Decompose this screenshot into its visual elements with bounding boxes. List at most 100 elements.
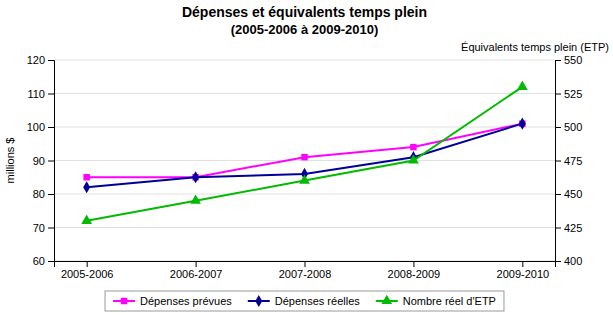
grid-line xyxy=(54,194,555,195)
tick: 550 xyxy=(555,54,582,66)
grid-line xyxy=(54,227,555,228)
tick: 2008-2009 xyxy=(388,261,441,280)
tick-mark xyxy=(305,261,306,267)
tick-label: 2005-2006 xyxy=(61,268,114,280)
series-line xyxy=(87,87,523,221)
tick: 2009-2010 xyxy=(497,261,550,280)
point xyxy=(190,194,201,203)
legend-box xyxy=(105,291,504,311)
title: Dépenses et équivalents temps plein xyxy=(182,4,427,20)
tick: 80 xyxy=(33,188,54,200)
plot-area: 2005-2006 2006-2007 2007-2008 2008-2009 2009… xyxy=(27,54,583,280)
tick-label: 400 xyxy=(564,255,582,267)
tick-label: 525 xyxy=(564,88,582,100)
grid-line xyxy=(54,60,555,61)
tick: 110 xyxy=(27,88,54,100)
y2-axis: 400 425 450 475 500 525 550 xyxy=(555,54,582,267)
legend-marker xyxy=(381,295,392,304)
tick-label: 475 xyxy=(564,155,582,167)
tick-label: 2008-2009 xyxy=(388,268,441,280)
point xyxy=(410,144,416,150)
series xyxy=(81,81,527,224)
tick: 475 xyxy=(555,155,582,167)
tick-mark xyxy=(196,261,197,267)
tick: 100 xyxy=(27,121,54,133)
grid-line xyxy=(54,127,555,128)
axis-line xyxy=(556,61,562,262)
tick-mark xyxy=(555,228,561,229)
legend-label: Nombre réel d'ETP xyxy=(403,295,496,307)
legend-item: Nombre réel d'ETP xyxy=(376,295,496,307)
tick-label: 60 xyxy=(33,255,45,267)
tick-label: 90 xyxy=(33,155,45,167)
point xyxy=(299,174,310,183)
tick-label: 120 xyxy=(27,54,45,66)
x-axis: 2005-2006 2006-2007 2007-2008 2008-2009 2009… xyxy=(55,261,556,280)
tick: 90 xyxy=(33,155,54,167)
legend-marker xyxy=(255,295,262,307)
point xyxy=(83,181,90,193)
tick: 2007-2008 xyxy=(279,261,332,280)
tick-mark xyxy=(48,194,54,195)
point xyxy=(517,81,528,90)
tick: 60 xyxy=(33,255,54,267)
tick-label: 500 xyxy=(564,121,582,133)
series-line xyxy=(87,124,523,188)
point xyxy=(81,215,92,224)
tick: 450 xyxy=(555,188,582,200)
tick: 400 xyxy=(555,255,582,267)
axis-line xyxy=(48,61,55,262)
tick: 2005-2006 xyxy=(61,261,114,280)
tick-label: 450 xyxy=(564,188,582,200)
tick-label: 425 xyxy=(564,222,582,234)
point xyxy=(192,171,199,183)
tick-label: 550 xyxy=(564,54,582,66)
point xyxy=(519,118,526,130)
tick-label: 2009-2010 xyxy=(497,268,550,280)
tick: 525 xyxy=(555,88,582,100)
chart-svg: 2005-2006 2006-2007 2007-2008 2008-2009 2009… xyxy=(0,0,613,315)
tick-mark xyxy=(48,228,54,229)
tick-mark xyxy=(48,161,54,162)
chart-container: 2005-2006 2006-2007 2007-2008 2008-2009 2009… xyxy=(0,0,613,315)
tick: 500 xyxy=(555,121,582,133)
tick-label: 2007-2008 xyxy=(279,268,332,280)
point xyxy=(83,174,89,180)
y-axis-title: millions $ xyxy=(4,138,16,184)
legend-label: Dépenses prévues xyxy=(140,295,232,307)
tick-mark xyxy=(555,60,561,61)
tick: 425 xyxy=(555,222,582,234)
point xyxy=(408,154,419,163)
legend: Dépenses prévues Dépenses réelles Nombre r… xyxy=(105,291,504,311)
grid-line xyxy=(54,93,555,94)
tick-mark xyxy=(555,261,561,262)
legend-item: Dépenses prévues xyxy=(113,295,232,307)
tick: 120 xyxy=(27,54,54,66)
tick: 70 xyxy=(33,222,54,234)
tick-label: 80 xyxy=(33,188,45,200)
legend-item: Dépenses réelles xyxy=(248,295,360,307)
y2-axis-title: Équivalents temps plein (ETP) xyxy=(461,41,609,53)
legend-label: Dépenses réelles xyxy=(275,295,360,307)
tick-mark xyxy=(555,161,561,162)
subtitle: (2005-2006 à 2009-2010) xyxy=(231,22,378,37)
tick-mark xyxy=(555,127,561,128)
grid xyxy=(54,60,555,261)
tick-mark xyxy=(555,94,561,95)
tick-mark xyxy=(48,60,54,61)
legend-marker xyxy=(121,298,127,304)
tick-mark xyxy=(413,261,414,267)
tick-mark xyxy=(48,261,54,262)
point xyxy=(301,154,307,160)
tick: 2006-2007 xyxy=(170,261,223,280)
tick-mark xyxy=(522,261,523,267)
tick-mark xyxy=(48,94,54,95)
tick-mark xyxy=(87,261,88,267)
tick-label: 70 xyxy=(33,222,45,234)
series-group xyxy=(81,81,527,224)
y-axis: 60 70 80 90 100 110 120 xyxy=(27,54,55,267)
tick-mark xyxy=(555,194,561,195)
tick-label: 2006-2007 xyxy=(170,268,223,280)
tick-label: 110 xyxy=(27,88,45,100)
tick-mark xyxy=(48,127,54,128)
